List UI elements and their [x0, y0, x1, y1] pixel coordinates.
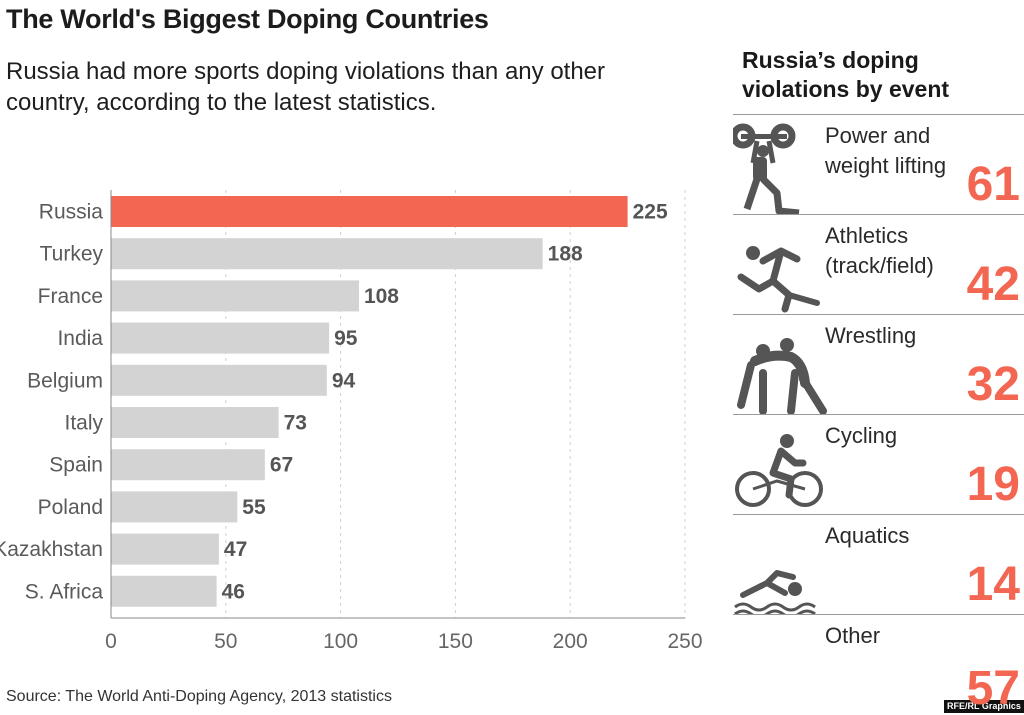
- x-tick-label: 50: [214, 630, 237, 653]
- category-label: Italy: [64, 412, 103, 435]
- cycling-icon: [735, 434, 823, 507]
- category-label: S. Africa: [25, 580, 104, 603]
- x-tick-label: 100: [323, 630, 358, 653]
- value-label: 67: [270, 454, 293, 477]
- wrestling-icon: [737, 338, 827, 415]
- bar: [111, 449, 265, 481]
- category-label: Poland: [38, 496, 103, 519]
- event-row-wrestling: Wrestling 32: [733, 314, 1024, 415]
- value-label: 188: [548, 243, 583, 266]
- event-count: 42: [966, 258, 1020, 311]
- event-row-weightlifting: Power and weight lifting 61: [733, 114, 1024, 215]
- event-count: 57: [966, 662, 1020, 715]
- category-label: France: [38, 285, 103, 308]
- event-label: Other: [825, 623, 881, 648]
- category-label: Spain: [49, 454, 103, 477]
- bar: [111, 238, 543, 270]
- event-count: 32: [966, 358, 1020, 411]
- bar: [111, 196, 628, 227]
- event-row-other: Other 57: [733, 614, 1024, 715]
- category-label: Russia: [39, 201, 104, 224]
- bar: [111, 575, 217, 607]
- swimming-icon: [734, 570, 816, 615]
- category-label: Belgium: [27, 369, 103, 392]
- value-label: 108: [364, 285, 399, 308]
- bar: [111, 407, 279, 438]
- event-label: Athletics (track/field): [825, 223, 934, 278]
- event-label: Power and weight lifting: [825, 123, 947, 178]
- page-title: The World's Biggest Doping Countries: [6, 4, 489, 34]
- event-label: Wrestling: [825, 323, 917, 348]
- value-label: 46: [222, 580, 245, 603]
- event-label: Cycling: [825, 423, 898, 448]
- event-count: 14: [966, 558, 1020, 611]
- weightlifting-icon: [733, 123, 800, 215]
- bar: [111, 322, 330, 354]
- bar: [111, 364, 327, 396]
- chart-axis: 0 50 100 150 200 250: [105, 190, 703, 653]
- value-label: 225: [633, 201, 668, 224]
- events-panel-title-text: Russia’s doping violations by event: [742, 47, 950, 102]
- graphics-credit: RFE/RL Graphics: [944, 700, 1024, 713]
- event-row-athletics: Athletics (track/field) 42: [733, 214, 1024, 315]
- value-label: 73: [284, 412, 307, 435]
- event-row-cycling: Cycling 19: [733, 414, 1024, 515]
- value-label: 47: [224, 538, 247, 561]
- subtitle: Russia had more sports doping violations…: [6, 58, 606, 116]
- event-label: Aquatics: [825, 523, 910, 548]
- x-tick-label: 150: [438, 630, 473, 653]
- bar: [111, 533, 219, 565]
- event-row-aquatics: Aquatics 14: [733, 514, 1024, 615]
- bar: [111, 491, 238, 523]
- bar-chart: Russia 225 Turkey 188 France 108 India 95 Belgiu…: [0, 190, 703, 653]
- category-label: Kazakhstan: [0, 538, 103, 561]
- category-label: Turkey: [40, 243, 104, 266]
- x-tick-label: 0: [105, 630, 117, 653]
- value-label: 55: [242, 496, 266, 519]
- value-label: 94: [332, 369, 356, 392]
- value-label: 95: [334, 327, 358, 350]
- bar: [111, 280, 359, 312]
- category-label: India: [57, 327, 103, 350]
- event-count: 19: [966, 458, 1020, 511]
- source-note: Source: The World Anti-Doping Agency, 20…: [6, 688, 392, 705]
- event-count: 61: [966, 158, 1020, 211]
- running-icon: [737, 246, 820, 313]
- chart-bars: Russia 225 Turkey 188 France 108 India 95 Belgiu…: [0, 196, 668, 607]
- x-tick-label: 200: [553, 630, 588, 653]
- x-tick-label: 250: [667, 630, 702, 653]
- events-panel-title: Russia’s doping violations by event: [742, 46, 1024, 104]
